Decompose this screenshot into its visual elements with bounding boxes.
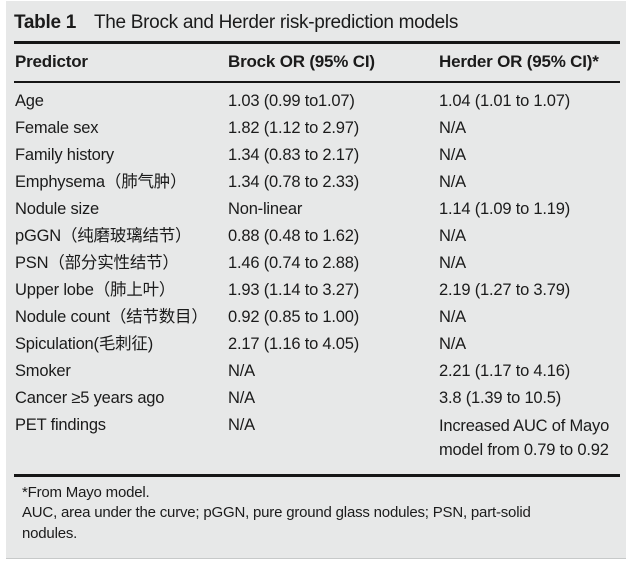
table-row-spiculation: Spiculation(毛刺征) 2.17 (1.16 to 4.05) N/A: [15, 331, 620, 358]
brock-cell: 1.46 (0.74 to 2.88): [228, 254, 360, 272]
brock-cell: Non-linear: [228, 200, 303, 218]
predictor-cell: Nodule count（结节数目）: [15, 308, 208, 326]
herder-cell: 1.14 (1.09 to 1.19): [439, 200, 571, 218]
rule-under-header: [14, 81, 620, 83]
predictor-cell: pGGN（纯磨玻璃结节）: [15, 227, 192, 245]
herder-cell: 1.04 (1.01 to 1.07): [439, 92, 571, 110]
table-label: Table 1: [14, 12, 76, 33]
brock-cell: N/A: [228, 416, 255, 434]
herder-cell: N/A: [439, 119, 466, 137]
table-row-pggn: pGGN（纯磨玻璃结节） 0.88 (0.48 to 1.62) N/A: [15, 223, 620, 250]
table-row-age: Age 1.03 (0.99 to1.07) 1.04 (1.01 to 1.0…: [15, 88, 620, 115]
predictor-cell: Cancer ≥5 years ago: [15, 389, 165, 407]
column-header-predictor: Predictor: [15, 52, 88, 71]
table-row-female-sex: Female sex 1.82 (1.12 to 2.97) N/A: [15, 115, 620, 142]
table-body: Predictor Brock OR (95% CI) Herder OR (9…: [14, 41, 620, 544]
footnote-mayo-model: *From Mayo model.: [22, 483, 150, 501]
predictor-cell: Female sex: [15, 119, 99, 137]
table-row-cancer-5-years: Cancer ≥5 years ago N/A 3.8 (1.39 to 10.…: [15, 385, 620, 412]
table-row-emphysema: Emphysema（肺气肿） 1.34 (0.78 to 2.33) N/A: [15, 169, 620, 196]
brock-cell: N/A: [228, 362, 255, 380]
brock-cell: 0.88 (0.48 to 1.62): [228, 227, 360, 245]
brock-cell: 1.34 (0.83 to 2.17): [228, 146, 360, 164]
brock-cell: N/A: [228, 389, 255, 407]
predictor-cell: PET findings: [15, 416, 106, 434]
herder-cell: N/A: [439, 173, 466, 191]
table-row-upper-lobe: Upper lobe（肺上叶） 1.93 (1.14 to 3.27) 2.19…: [15, 277, 620, 304]
column-header-herder: Herder OR (95% CI)*: [439, 52, 599, 71]
herder-cell: N/A: [439, 146, 466, 164]
table-row-nodule-size: Nodule size Non-linear 1.14 (1.09 to 1.1…: [15, 196, 620, 223]
herder-cell: Increased AUC of Mayo model from 0.79 to…: [439, 417, 610, 459]
table-rows: Age 1.03 (0.99 to1.07) 1.04 (1.01 to 1.0…: [14, 83, 620, 474]
predictor-cell: Emphysema（肺气肿）: [15, 173, 187, 191]
herder-cell: N/A: [439, 254, 466, 272]
predictor-cell: Nodule size: [15, 200, 100, 218]
table-caption: The Brock and Herder risk-prediction mod…: [93, 12, 459, 33]
table-panel: Table 1 The Brock and Herder risk-predict…: [6, 1, 626, 559]
predictor-cell: Upper lobe（肺上叶）: [15, 281, 176, 299]
brock-cell: 1.82 (1.12 to 2.97): [228, 119, 360, 137]
predictor-cell: Age: [15, 92, 44, 110]
column-header-brock: Brock OR (95% CI): [228, 52, 375, 71]
brock-cell: 1.03 (0.99 to1.07): [228, 92, 355, 110]
brock-cell: 0.92 (0.85 to 1.00): [228, 308, 360, 326]
table-footnotes: *From Mayo model. AUC, area under the cu…: [14, 477, 620, 545]
herder-cell: N/A: [439, 227, 466, 245]
herder-cell: 3.8 (1.39 to 10.5): [439, 389, 562, 407]
rule-above-footnotes: [14, 474, 620, 477]
predictor-cell: Spiculation(毛刺征): [15, 335, 154, 353]
table-row-family-history: Family history 1.34 (0.83 to 2.17) N/A: [15, 142, 620, 169]
herder-cell: N/A: [439, 308, 466, 326]
brock-cell: 1.34 (0.78 to 2.33): [228, 173, 360, 191]
table-row-psn: PSN（部分实性结节） 1.46 (0.74 to 2.88) N/A: [15, 250, 620, 277]
table-row-nodule-count: Nodule count（结节数目） 0.92 (0.85 to 1.00) N…: [15, 304, 620, 331]
rule-top: [14, 41, 620, 44]
herder-cell: 2.19 (1.27 to 3.79): [439, 281, 571, 299]
brock-cell: 1.93 (1.14 to 3.27): [228, 281, 360, 299]
table-title: Table 1 The Brock and Herder risk-predict…: [6, 1, 626, 41]
table-row-smoker: Smoker N/A 2.21 (1.17 to 4.16): [15, 358, 620, 385]
predictor-cell: Family history: [15, 146, 114, 164]
predictor-cell: Smoker: [15, 362, 71, 380]
predictor-cell: PSN（部分实性结节）: [15, 254, 179, 272]
herder-cell: N/A: [439, 335, 466, 353]
table-header-row: Predictor Brock OR (95% CI) Herder OR (9…: [14, 44, 620, 81]
footnote-abbreviations: AUC, area under the curve; pGGN, pure gr…: [22, 504, 531, 542]
herder-cell: 2.21 (1.17 to 4.16): [439, 362, 571, 380]
table-row-pet-findings: PET findings N/A Increased AUC of Mayo m…: [15, 412, 620, 462]
brock-cell: 2.17 (1.16 to 4.05): [228, 335, 360, 353]
